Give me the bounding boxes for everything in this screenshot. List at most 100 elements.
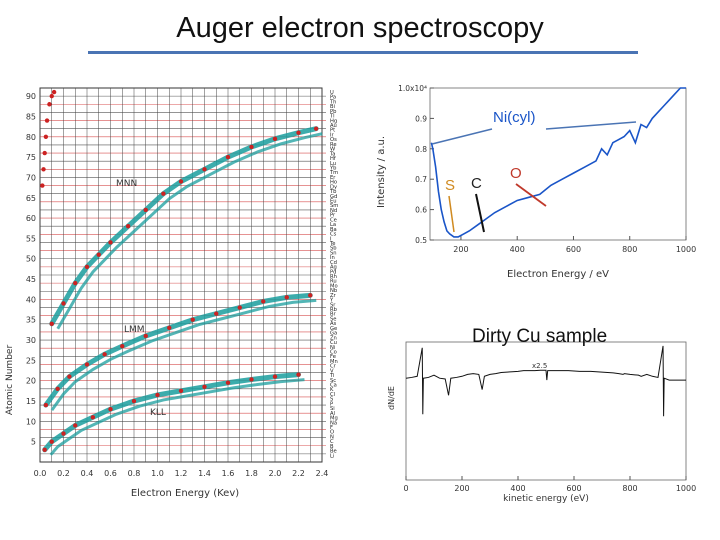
chart1-ytick: 50	[26, 255, 36, 264]
slide-title: Auger electron spectroscopy	[176, 12, 544, 44]
data-point-lmm	[237, 305, 242, 310]
chart2-series	[430, 87, 686, 238]
element-symbol: Re	[330, 142, 337, 148]
element-symbol: Si	[330, 406, 335, 412]
data-point-lmm	[284, 295, 289, 300]
data-point-mnn	[49, 321, 54, 326]
element-symbol: Ag	[330, 265, 337, 271]
chart3-frame	[405, 341, 687, 481]
element-symbol: F	[330, 425, 333, 431]
element-symbol: P	[330, 401, 333, 407]
element-symbol: Pr	[330, 213, 336, 219]
series-band2-mnn	[56, 132, 323, 330]
element-symbol: Cs	[330, 232, 337, 238]
data-point-kll	[131, 398, 137, 404]
data-point-noo	[49, 93, 54, 99]
data-point-lmm	[261, 299, 266, 304]
ni-spectrum-chart: 200 400 600 800 1000 0.5 0.6 0.7 0.8 0.9 1.0x10⁴ I…	[376, 84, 696, 280]
element-symbol: Hg	[330, 118, 337, 124]
chart2-xtick: 1000	[676, 245, 696, 254]
chart3-title: Dirty Cu sample	[472, 326, 607, 347]
chart1-xtick: 2.0	[269, 469, 282, 478]
element-symbol: Er	[330, 175, 336, 181]
chart1-ytick: 5	[31, 438, 36, 447]
element-symbol: S	[330, 397, 333, 403]
chart3-ticks: 0 200 400 600 800 1000	[403, 476, 696, 493]
element-symbol: Zn	[330, 335, 337, 341]
element-symbol: Ga	[330, 331, 337, 337]
data-point-mnn	[61, 301, 66, 306]
chart3-xtick: 200	[454, 484, 469, 493]
element-symbol: Sc	[330, 378, 336, 384]
element-symbol: Te	[329, 241, 335, 247]
chart3-xtick: 600	[566, 484, 581, 493]
data-point-lmm	[167, 325, 172, 331]
chart1-ytick: 65	[26, 194, 36, 203]
chart2-ytick: 0.6	[415, 206, 427, 215]
chart2-xlabel: Electron Energy / eV	[507, 269, 609, 280]
chart1-ytick: 45	[26, 275, 36, 284]
chart1-xtick: 0.4	[81, 469, 94, 478]
chart1-ytick: 70	[26, 173, 36, 182]
element-symbol: Ge	[330, 326, 337, 332]
chart1-xtick: 0.6	[104, 469, 117, 478]
data-point-lmm	[67, 374, 72, 379]
element-symbol: Dy	[330, 184, 337, 190]
data-point-mnn	[73, 280, 78, 286]
chart2-frame	[429, 87, 687, 241]
element-symbol: N	[330, 434, 334, 440]
chart1-ylabel: Atomic Number	[5, 345, 15, 416]
element-symbol: Ta	[329, 151, 336, 157]
element-symbol: Rh	[330, 274, 337, 280]
chart1-ytick: 35	[26, 316, 36, 325]
chart3-xtick: 1000	[676, 484, 696, 493]
chart2-ylabel: Intensity / a.u.	[376, 136, 387, 208]
data-point-kll	[272, 374, 278, 379]
element-symbol: Sr	[330, 302, 336, 308]
chart1-grid	[39, 87, 326, 463]
element-symbol: Au	[330, 123, 337, 129]
element-symbol: C	[330, 439, 334, 445]
chart3-xtick: 800	[622, 484, 637, 493]
title-underline	[88, 51, 638, 54]
data-point-kll	[178, 388, 184, 394]
data-point-mnn	[108, 240, 113, 245]
element-symbol: Mn	[330, 359, 338, 365]
data-point-kll	[296, 372, 301, 377]
chart1-ytick: 80	[26, 133, 36, 142]
chart2-ytick: 1.0x10⁴	[398, 84, 427, 93]
chart1-ytick: 55	[26, 234, 36, 243]
chart1-ytick: 60	[26, 214, 36, 223]
data-point-lmm	[308, 293, 313, 298]
chart3-xtick: 0	[403, 484, 408, 493]
data-point-lmm	[143, 333, 148, 339]
chart3-xlabel: kinetic energy (eV)	[503, 494, 589, 504]
chart1-xtick: 0.0	[34, 469, 47, 478]
chart3-xtick: 400	[510, 484, 525, 493]
data-point-noo	[44, 118, 50, 123]
chart1-xtick: 1.6	[222, 469, 235, 478]
annotation-x2-5: x2.5	[532, 362, 547, 370]
chart3-series	[405, 345, 686, 417]
chart1-labels: 0.0 0.2 0.4 0.6 0.8 1.0 1.2 1.4 1.6 1.8 2.0 2.2 2.4 5…	[26, 90, 339, 478]
annotation-s: S	[445, 177, 455, 194]
element-symbol: Lu	[330, 161, 336, 167]
element-symbol: Th	[329, 99, 336, 105]
chart2-ytick: 0.7	[415, 175, 427, 184]
element-symbol: Pd	[330, 269, 336, 275]
element-symbol: Sb	[330, 246, 337, 252]
element-symbol: Co	[330, 349, 337, 355]
chart1-ytick: 10	[26, 417, 36, 426]
series-band-kll	[42, 372, 301, 453]
element-symbol: I	[330, 236, 332, 242]
element-symbol: Na	[330, 420, 337, 426]
element-symbol: Ce	[330, 217, 337, 223]
data-point-mnn	[84, 264, 90, 270]
element-symbol: Ba	[330, 227, 337, 233]
dirty-cu-chart: 0 200 400 600 800 1000 Dirty Cu sample dN/dE …	[387, 326, 696, 504]
chart1-ytick: 25	[26, 356, 36, 365]
series-band2-kll	[49, 378, 305, 456]
data-point-lmm	[55, 386, 60, 392]
element-symbol: Cu	[330, 340, 337, 346]
data-point-kll	[42, 447, 47, 453]
